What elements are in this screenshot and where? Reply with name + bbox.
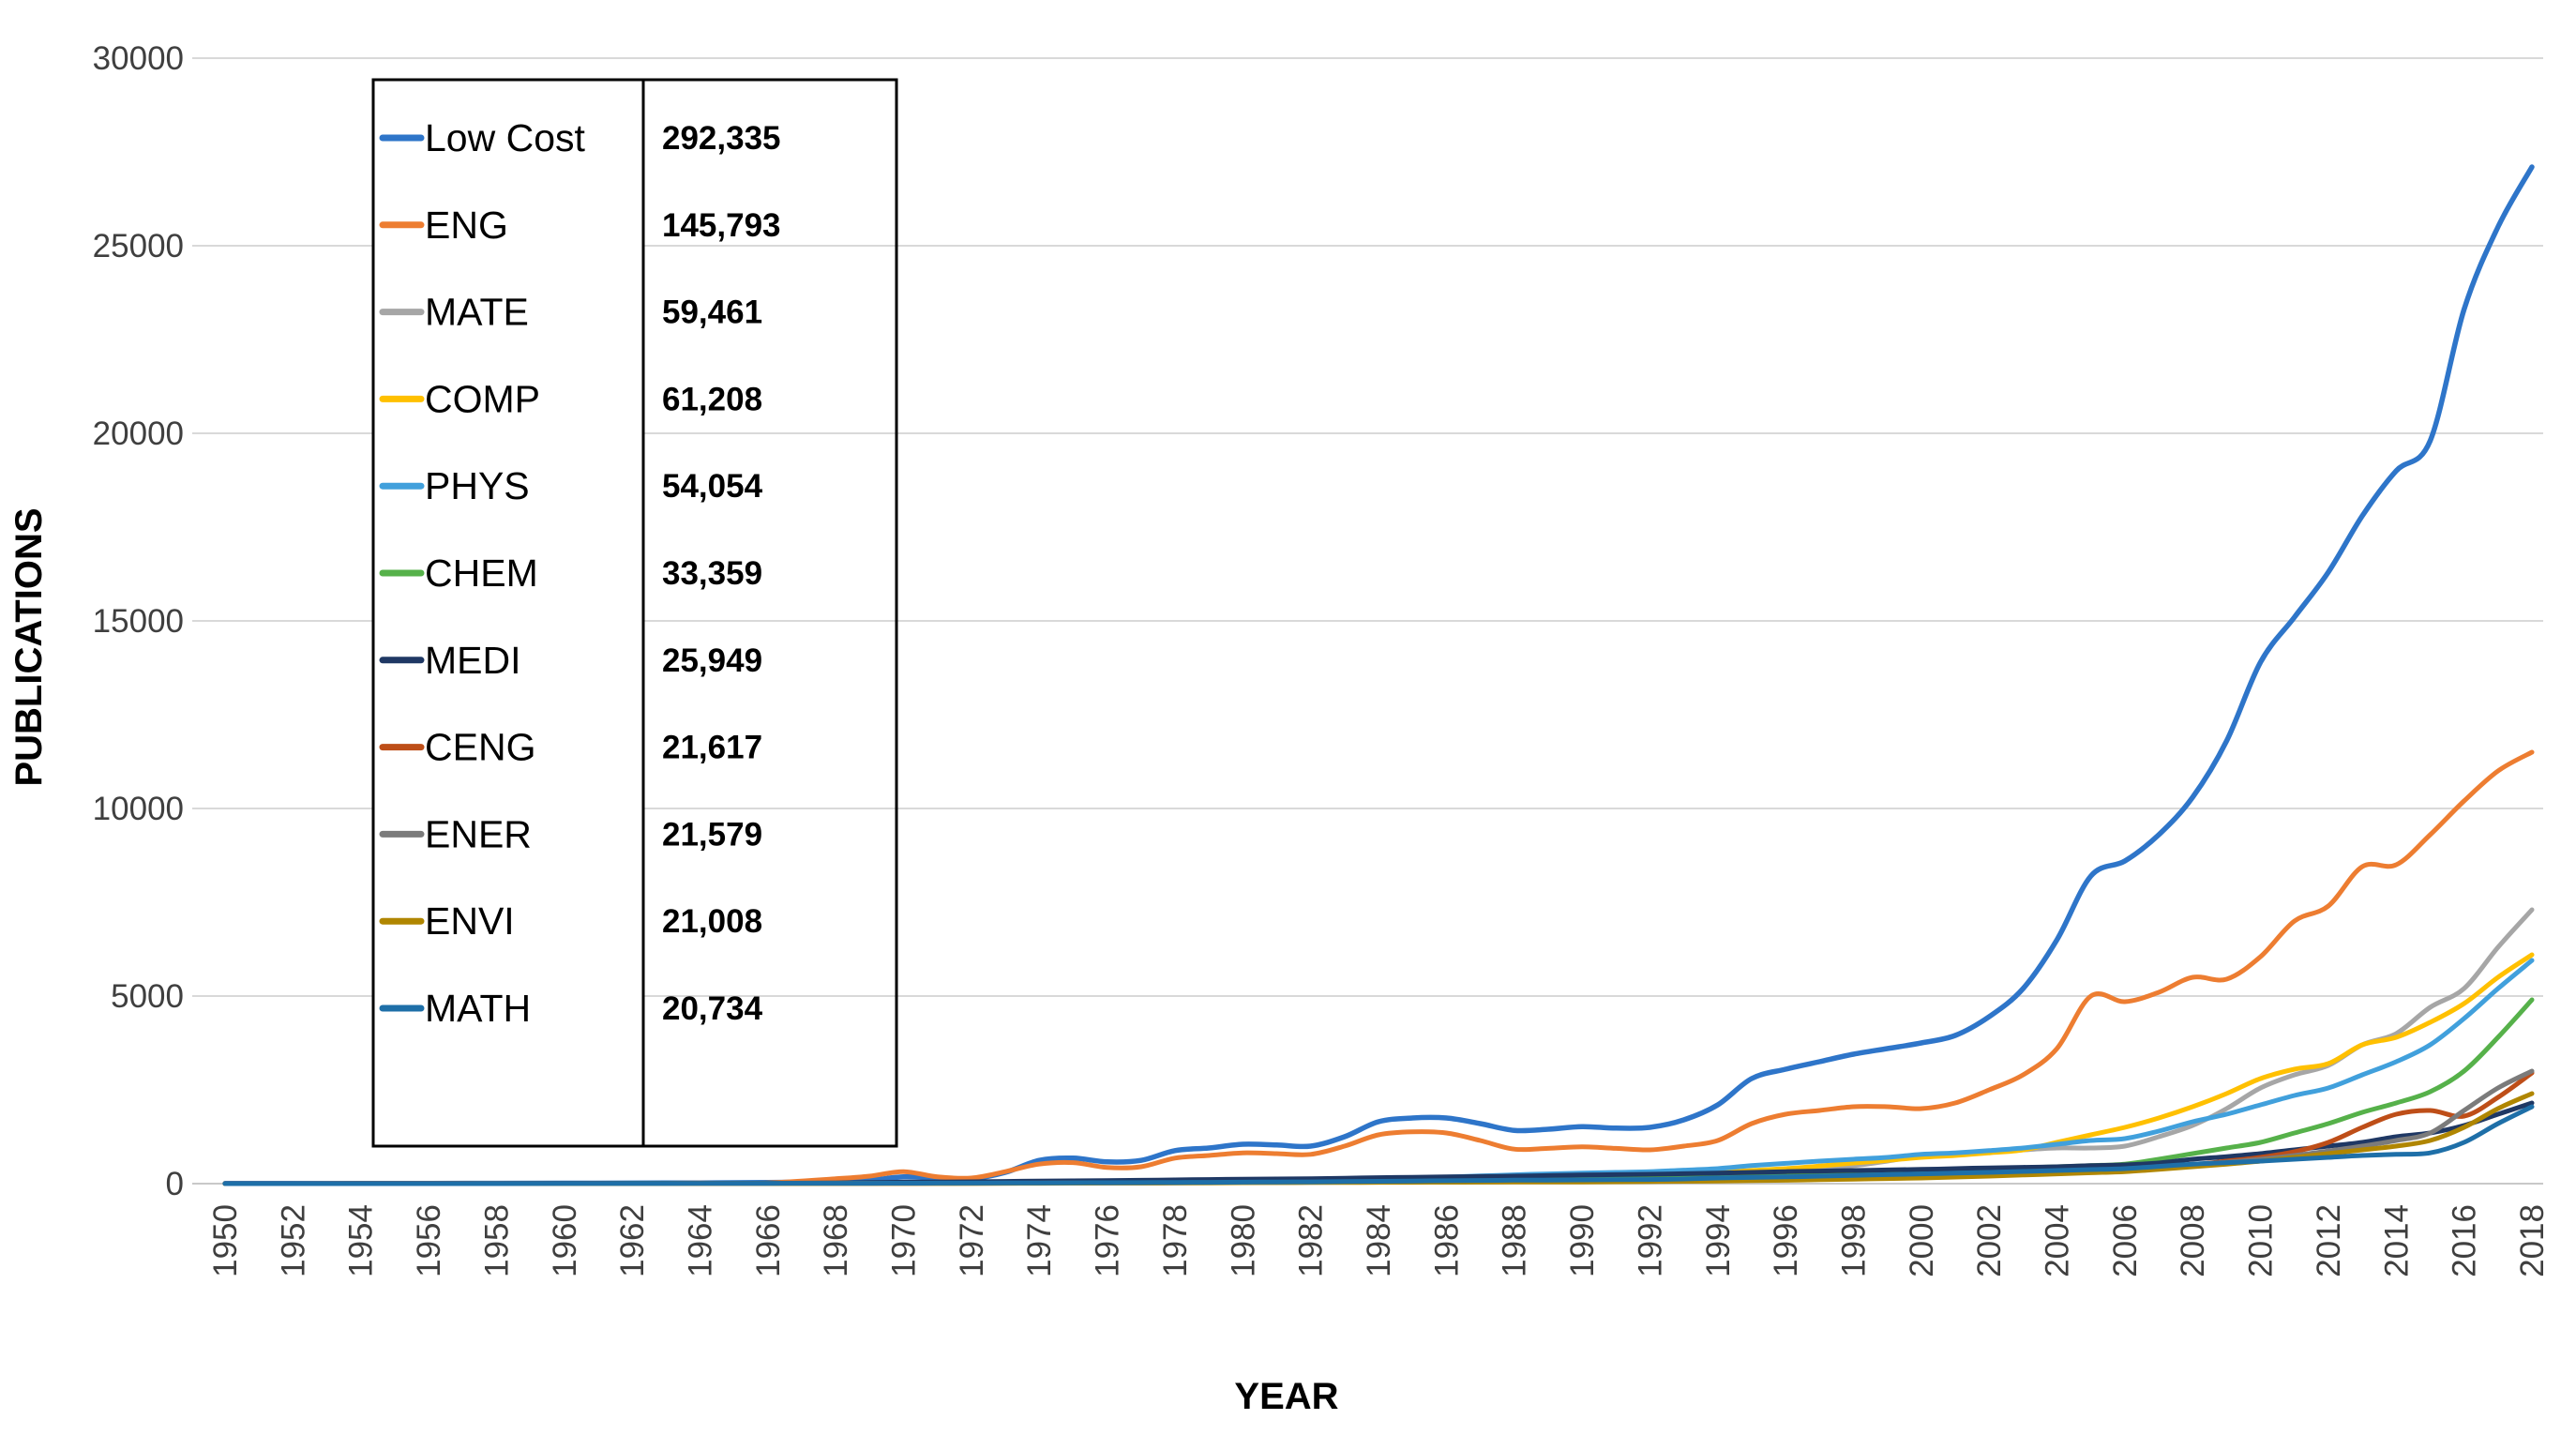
legend-total-value: 33,359 xyxy=(662,555,762,592)
legend-label: PHYS xyxy=(425,464,530,507)
legend-total-value: 21,008 xyxy=(662,903,762,940)
x-tick-label-2008: 2008 xyxy=(2175,1204,2211,1277)
legend-total-value: 292,335 xyxy=(662,120,781,157)
legend-item-chem: CHEM 33,359 xyxy=(379,551,762,595)
legend-label: CHEM xyxy=(425,551,538,595)
x-tick-label-2000: 2000 xyxy=(1904,1204,1940,1277)
legend-item-ceng: CENG 21,617 xyxy=(379,726,762,769)
legend-item-envi: ENVI 21,008 xyxy=(379,899,762,943)
y-tick-label-15000: 15000 xyxy=(93,603,184,640)
legend-item-low-cost: Low Cost 292,335 xyxy=(379,116,781,159)
x-tick-label-1978: 1978 xyxy=(1157,1204,1194,1277)
x-tick-label-1984: 1984 xyxy=(1361,1204,1397,1277)
x-tick-label-1992: 1992 xyxy=(1632,1204,1668,1277)
x-tick-label-1966: 1966 xyxy=(750,1204,787,1277)
legend-total-value: 61,208 xyxy=(662,381,762,417)
legend-item-mate: MATE 59,461 xyxy=(379,291,762,334)
legend-label: ENVI xyxy=(425,899,515,943)
legend-label: MEDI xyxy=(425,639,521,682)
series-lines xyxy=(222,164,2535,1186)
legend-item-phys: PHYS 54,054 xyxy=(379,464,763,507)
legend-total-value: 21,617 xyxy=(662,730,762,766)
x-tick-label-1988: 1988 xyxy=(1497,1204,1533,1277)
legend-label: ENG xyxy=(425,204,508,247)
x-tick-label-2004: 2004 xyxy=(2040,1204,2076,1277)
x-tick-label-2006: 2006 xyxy=(2107,1204,2144,1277)
legend-total-value: 54,054 xyxy=(662,468,763,505)
legend: Low Cost 292,335 ENG 145,793 MATE 59,461 COMP 6… xyxy=(371,78,898,1148)
x-tick-label-1954: 1954 xyxy=(343,1204,380,1277)
series-line-math xyxy=(222,1104,2535,1186)
x-tick-label-1970: 1970 xyxy=(886,1204,923,1277)
legend-label: MATH xyxy=(425,987,531,1030)
legend-label: MATE xyxy=(425,291,529,334)
y-axis-title: PUBLICATIONS xyxy=(8,507,50,786)
legend-label: CENG xyxy=(425,726,535,769)
y-tick-label-5000: 5000 xyxy=(111,978,184,1015)
x-tick-label-1964: 1964 xyxy=(682,1204,718,1277)
y-tick-label-25000: 25000 xyxy=(93,228,184,264)
x-tick-label-2014: 2014 xyxy=(2378,1204,2415,1277)
legend-item-ener: ENER 21,579 xyxy=(379,812,762,855)
legend-item-eng: ENG 145,793 xyxy=(379,204,781,247)
x-tick-label-1976: 1976 xyxy=(1090,1204,1126,1277)
legend-box xyxy=(371,78,898,1148)
y-tick-label-0: 0 xyxy=(166,1166,184,1202)
x-tick-label-2012: 2012 xyxy=(2311,1204,2347,1277)
x-tick-label-1990: 1990 xyxy=(1564,1204,1601,1277)
x-tick-label-2010: 2010 xyxy=(2243,1204,2280,1277)
x-tick-label-2002: 2002 xyxy=(1971,1204,2008,1277)
legend-total-value: 25,949 xyxy=(662,642,762,679)
legend-label: Low Cost xyxy=(425,116,586,159)
legend-total-value: 20,734 xyxy=(662,990,763,1027)
series-line-eng xyxy=(222,749,2535,1186)
legend-item-medi: MEDI 25,949 xyxy=(379,639,762,682)
x-tick-label-2016: 2016 xyxy=(2447,1204,2483,1277)
x-tick-label-1996: 1996 xyxy=(1768,1204,1804,1277)
x-tick-label-1986: 1986 xyxy=(1428,1204,1465,1277)
x-tick-label-2018: 2018 xyxy=(2514,1204,2551,1277)
x-tick-label-1974: 1974 xyxy=(1021,1204,1058,1277)
x-tick-label-1958: 1958 xyxy=(478,1204,515,1277)
x-tick-label-1994: 1994 xyxy=(1700,1204,1737,1277)
x-tick-labels: 1950 1952 1954 1956 1958 1960 1962 1964 1966 1968… xyxy=(207,1204,2551,1277)
legend-label: COMP xyxy=(425,377,540,420)
x-tick-label-1998: 1998 xyxy=(1835,1204,1872,1277)
x-tick-label-1980: 1980 xyxy=(1225,1204,1261,1277)
x-tick-label-1962: 1962 xyxy=(614,1204,651,1277)
y-tick-label-30000: 30000 xyxy=(93,40,184,77)
x-tick-label-1952: 1952 xyxy=(275,1204,311,1277)
x-tick-label-1968: 1968 xyxy=(818,1204,854,1277)
x-tick-label-1960: 1960 xyxy=(547,1204,583,1277)
x-tick-label-1982: 1982 xyxy=(1293,1204,1330,1277)
x-tick-label-1956: 1956 xyxy=(411,1204,447,1277)
x-tick-label-1972: 1972 xyxy=(954,1204,990,1277)
legend-item-math: MATH 20,734 xyxy=(379,987,763,1030)
x-axis-title: YEAR xyxy=(1234,1376,1338,1417)
x-tick-label-1950: 1950 xyxy=(207,1204,244,1277)
y-tick-label-20000: 20000 xyxy=(93,415,184,452)
legend-label-column-bg xyxy=(373,80,643,1146)
legend-total-value: 59,461 xyxy=(662,295,762,331)
y-tick-label-10000: 10000 xyxy=(93,791,184,827)
legend-total-value: 21,579 xyxy=(662,816,762,853)
legend-item-comp: COMP 61,208 xyxy=(379,377,762,420)
legend-label: ENER xyxy=(425,812,532,855)
y-tick-labels: 0 5000 10000 15000 20000 25000 30000 xyxy=(93,40,184,1202)
legend-total-value: 145,793 xyxy=(662,207,781,244)
